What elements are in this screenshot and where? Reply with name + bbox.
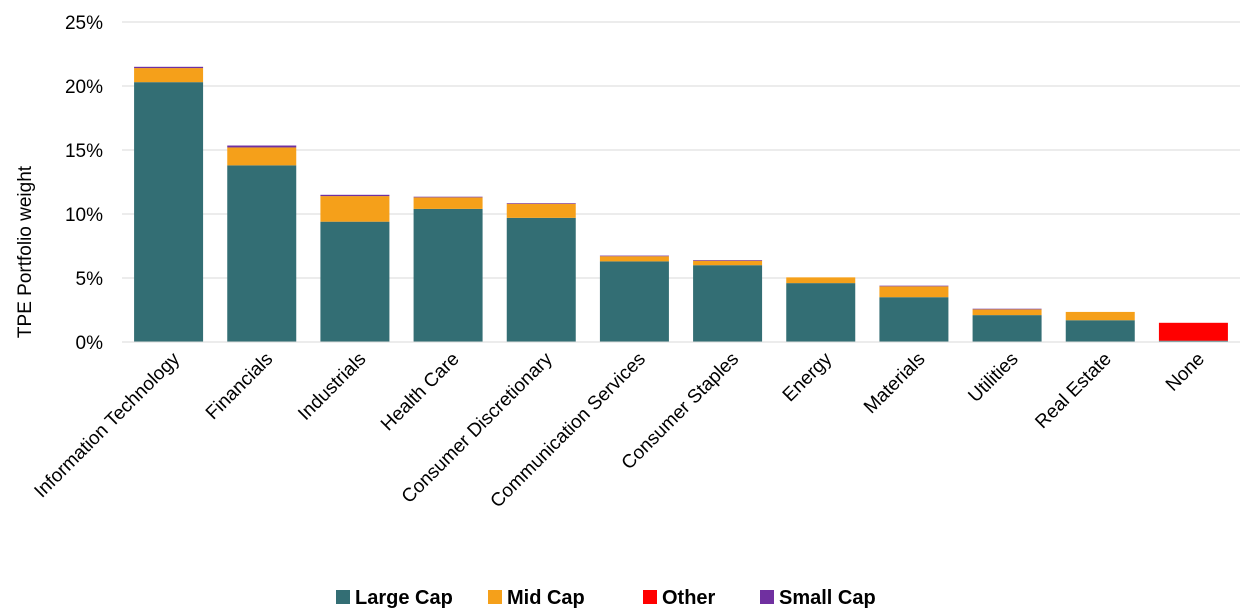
bar-large-cap [134, 82, 204, 342]
y-tick-label: 0% [76, 333, 104, 354]
bar-large-cap [227, 165, 297, 342]
bar-small-cap [693, 260, 763, 261]
bar-mid-cap [1065, 311, 1135, 321]
bar-mid-cap [879, 286, 949, 298]
bar-small-cap [413, 196, 483, 198]
x-category-label: Information Technology [31, 348, 185, 502]
legend-swatch-large-cap [336, 590, 350, 604]
bar-large-cap [413, 208, 483, 342]
bar-mid-cap [599, 256, 669, 262]
bar-small-cap [134, 66, 204, 69]
legend-label-mid-cap: Mid Cap [507, 587, 585, 608]
bar-mid-cap [413, 197, 483, 209]
bar-mid-cap [786, 277, 856, 284]
bars [134, 66, 1228, 342]
bar-small-cap [227, 145, 297, 148]
y-tick-label: 5% [76, 269, 104, 290]
bar-large-cap [786, 283, 856, 342]
legend-swatch-small-cap [760, 590, 774, 604]
y-tick-label: 20% [65, 77, 103, 98]
x-category-label: Consumer Discretionary [398, 348, 557, 507]
y-tick-label: 10% [65, 205, 103, 226]
x-category-label: Communication Services [487, 349, 650, 512]
bar-large-cap [599, 261, 669, 342]
x-category-label: Real Estate [1031, 349, 1115, 433]
bar-small-cap [506, 203, 576, 204]
bar-large-cap [1158, 340, 1228, 342]
bar-mid-cap [972, 309, 1042, 316]
x-category-label: Industrials [294, 349, 370, 425]
legend-label-small-cap: Small Cap [779, 587, 876, 608]
y-axis-ticks: 0% 5% 10% 15% 20% 25% [65, 13, 103, 354]
x-category-label: None [1162, 349, 1209, 396]
legend: Large Cap Mid Cap Other Small Cap [336, 587, 876, 608]
gridlines [122, 21, 1240, 279]
bar-large-cap [320, 221, 390, 342]
bar-other [1158, 322, 1228, 341]
bar-mid-cap [320, 196, 390, 222]
y-tick-label: 15% [65, 141, 103, 162]
bar-large-cap [879, 297, 949, 342]
bar-large-cap [506, 217, 576, 342]
bar-small-cap [599, 255, 669, 257]
x-axis-category-labels: Information Technology Financials Industri… [31, 348, 1209, 512]
bar-mid-cap [693, 260, 763, 266]
bar-large-cap [1065, 320, 1135, 342]
bar-small-cap [320, 194, 390, 197]
legend-swatch-other [643, 590, 657, 604]
bar-mid-cap [506, 203, 576, 218]
x-category-label: Financials [202, 349, 277, 424]
bar-mid-cap [134, 68, 204, 83]
y-axis-label: TPE Portfolio weight [15, 165, 36, 338]
legend-label-other: Other [662, 587, 716, 608]
x-category-label: Health Care [377, 349, 464, 436]
bar-mid-cap [227, 147, 297, 166]
x-category-label: Energy [779, 348, 837, 406]
bar-large-cap [972, 315, 1042, 342]
x-category-label: Utilities [964, 349, 1022, 407]
y-tick-label: 25% [65, 13, 103, 34]
bar-small-cap [972, 308, 1042, 310]
x-category-label: Materials [860, 349, 929, 418]
bar-small-cap [879, 285, 949, 287]
legend-swatch-mid-cap [488, 590, 502, 604]
legend-label-large-cap: Large Cap [355, 587, 453, 608]
bar-large-cap [693, 265, 763, 342]
